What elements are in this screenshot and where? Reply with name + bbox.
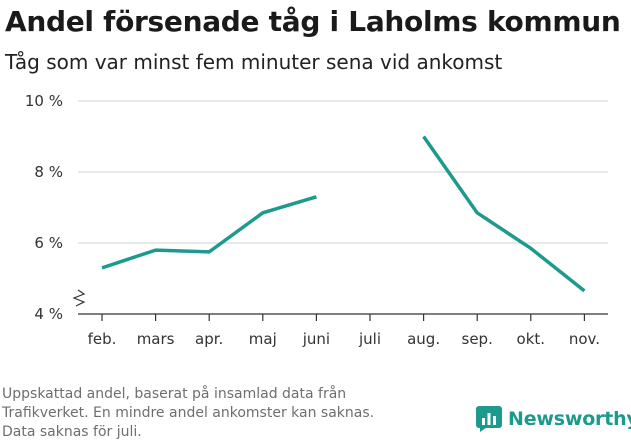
x-tick-label: nov. xyxy=(569,330,600,348)
gridlines xyxy=(78,100,608,244)
series-line-segment xyxy=(101,195,317,270)
x-tick-label: mars xyxy=(137,330,175,348)
y-tick-label: 8 % xyxy=(34,163,63,181)
x-tick-label: juni xyxy=(302,330,330,348)
x-tick-label: apr. xyxy=(195,330,223,348)
note-line: Uppskattad andel, baserat på insamlad da… xyxy=(2,386,347,402)
note-line: Trafikverket. En mindre andel ankomster … xyxy=(2,405,375,421)
x-tick-label: maj xyxy=(249,330,277,348)
series-line-segment xyxy=(422,135,586,293)
bar-chart-logo-icon xyxy=(476,406,502,432)
y-tick-label: 6 % xyxy=(34,234,63,252)
x-axis: feb. mars apr. maj juni juli aug. sep. okt. nov. xyxy=(72,289,608,348)
line-chart: 4 % 6 % 8 % 10 % feb. mars apr. maj juni juli aug… xyxy=(25,92,608,348)
series-lines xyxy=(101,135,586,293)
brand-name: Newsworthy xyxy=(508,408,631,430)
axis-break-mark xyxy=(72,289,86,307)
y-axis-ticks: 4 % 6 % 8 % 10 % xyxy=(25,92,63,323)
source-note: Uppskattad andel, baserat på insamlad da… xyxy=(2,385,442,442)
x-tick-label: juli xyxy=(358,330,381,348)
x-tick-label: feb. xyxy=(88,330,117,348)
x-tick-label: aug. xyxy=(407,330,440,348)
note-line: Data saknas för juli. xyxy=(2,424,142,440)
brand-logo: Newsworthy xyxy=(476,406,631,432)
y-tick-label: 4 % xyxy=(34,305,63,323)
chart-subtitle: Tåg som var minst fem minuter sena vid a… xyxy=(5,50,503,74)
x-tick-label: okt. xyxy=(517,330,546,348)
x-tick-label: sep. xyxy=(462,330,493,348)
y-tick-label: 10 % xyxy=(25,92,63,110)
chart-title: Andel försenade tåg i Laholms kommun xyxy=(5,5,621,38)
